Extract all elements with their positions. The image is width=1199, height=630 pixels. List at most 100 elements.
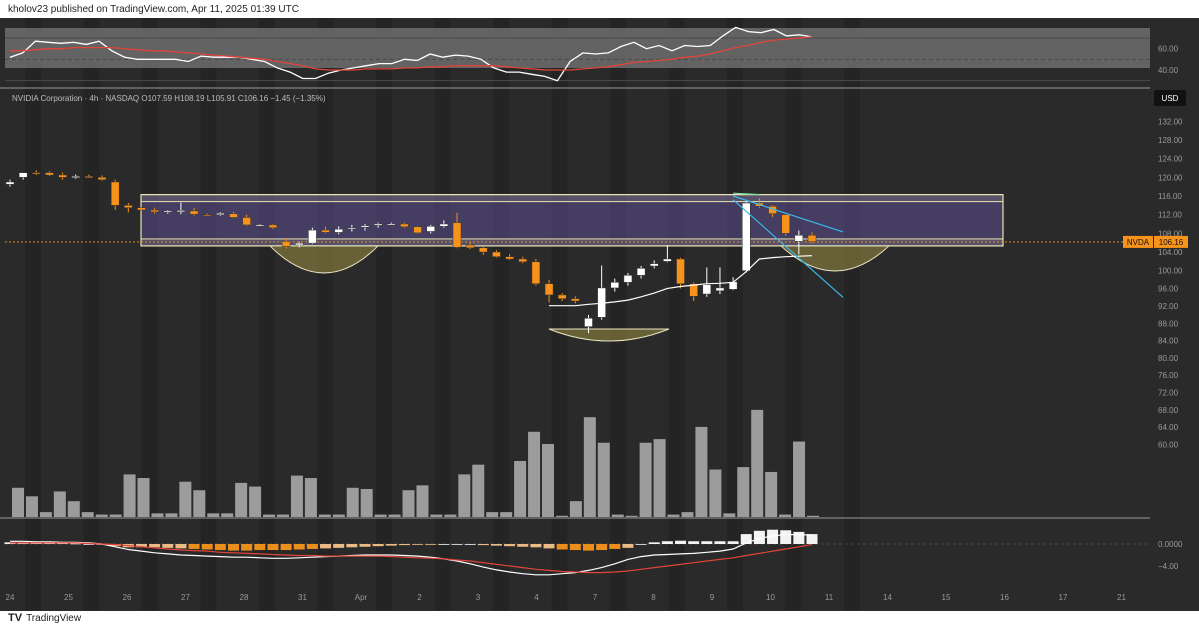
macd-panel <box>4 529 1150 576</box>
time-tick-label: 9 <box>710 593 715 602</box>
session-band <box>610 18 626 610</box>
candle-body <box>308 229 317 244</box>
session-band <box>551 18 568 610</box>
candle-body <box>281 241 291 247</box>
candle-body <box>689 283 698 297</box>
macd-histogram-bar <box>543 544 555 549</box>
macd-histogram-bar <box>780 530 792 544</box>
price-tick-label: 100.00 <box>1158 267 1183 276</box>
candle-body <box>387 223 396 226</box>
price-tick-label: 68.00 <box>1158 406 1179 415</box>
time-tick-label: 10 <box>766 593 775 602</box>
candle-body <box>124 205 133 208</box>
volume-bar <box>290 475 303 517</box>
rsi-tick-label: 40.00 <box>1158 66 1179 75</box>
macd-histogram-bar <box>753 530 765 544</box>
volume-bar <box>263 514 276 517</box>
macd-signal-line <box>10 542 813 574</box>
zone-bottom-strip <box>140 238 1004 247</box>
time-tick-label: 17 <box>1059 593 1068 602</box>
price-tick-label: 60.00 <box>1158 440 1179 449</box>
currency-badge[interactable]: USD <box>1154 90 1186 106</box>
session-band <box>493 18 509 610</box>
candle-body <box>794 234 804 242</box>
volume-bar <box>569 501 582 517</box>
time-tick-label: 24 <box>6 593 15 602</box>
candle-body <box>518 258 528 263</box>
price-tick-label: 80.00 <box>1158 354 1179 363</box>
candle-body <box>347 227 357 230</box>
candle-body <box>189 210 199 215</box>
price-tick-label: 104.00 <box>1158 248 1183 257</box>
candle-body <box>58 174 67 178</box>
candle-body <box>557 294 567 299</box>
volume-bar <box>277 514 289 517</box>
macd-histogram-bar <box>464 544 476 545</box>
volume-bar <box>751 409 764 517</box>
volume-bar <box>388 514 401 517</box>
candle-body <box>584 318 593 327</box>
volume-bar <box>318 514 331 517</box>
volume-bar <box>151 513 164 517</box>
time-tick-label: 4 <box>534 593 539 602</box>
volume-bar <box>639 442 652 517</box>
candle-body <box>742 202 751 271</box>
candle-body <box>531 261 541 284</box>
volume-bar <box>793 441 806 517</box>
macd-histogram-bar <box>398 544 410 546</box>
symbol-info: NVIDIA Corporation · 4h · NASDAQ O107.59… <box>12 94 326 103</box>
volume-bar <box>249 486 262 517</box>
price-panel <box>5 170 1150 517</box>
candle-body <box>400 223 409 228</box>
volume-bar <box>681 512 694 517</box>
volume-bar <box>53 491 66 517</box>
volume-bar <box>179 481 192 517</box>
macd-histogram-bar <box>333 544 345 548</box>
macd-histogram-bar <box>241 544 253 551</box>
session-band <box>259 18 275 610</box>
price-tick-label: 120.00 <box>1158 173 1183 182</box>
time-tick-label: 3 <box>476 593 481 602</box>
last-price-label: 106.16 <box>1159 238 1184 247</box>
session-band <box>83 18 100 610</box>
candle-body <box>321 229 330 233</box>
zone-top-strip <box>140 194 1004 203</box>
macd-histogram-bar <box>438 544 450 545</box>
candle-body <box>71 176 80 178</box>
volume-bar <box>779 514 792 517</box>
left-cup <box>268 245 380 274</box>
macd-histogram-bar <box>635 544 647 545</box>
macd-histogram-bar <box>385 544 397 546</box>
candle-body <box>807 234 817 242</box>
volume-bar <box>542 443 554 517</box>
volume-bar <box>723 513 736 517</box>
moving-average-line <box>549 255 813 307</box>
macd-histogram-bar <box>701 541 713 544</box>
price-tick-label: 124.00 <box>1158 155 1183 164</box>
candle-body <box>465 244 475 249</box>
upper-trendline <box>732 195 844 233</box>
volume-bar <box>109 514 122 517</box>
macd-histogram-bar <box>793 531 805 544</box>
price-tick-label: 84.00 <box>1158 337 1179 346</box>
candle-body <box>334 228 343 233</box>
footer: TV TradingView <box>8 612 81 624</box>
candle-body <box>439 223 449 227</box>
macd-histogram-bar <box>806 534 818 544</box>
candle-body <box>571 298 580 302</box>
volume-bar <box>514 461 527 517</box>
rsi-line <box>9 26 813 82</box>
volume-bar <box>709 469 722 517</box>
macd-histogram-bar <box>254 544 266 551</box>
candle-body <box>649 263 659 267</box>
macd-histogram-bar <box>609 544 621 549</box>
volume-bar <box>123 474 136 517</box>
session-band <box>317 18 334 610</box>
price-tick-label: 76.00 <box>1158 371 1179 380</box>
candle-body <box>5 181 15 185</box>
candle-body <box>623 275 633 283</box>
price-tick-label: 108.00 <box>1158 229 1183 238</box>
volume-bar <box>667 514 680 517</box>
rsi-tick-label: 60.00 <box>1158 45 1179 54</box>
price-tick-label: 112.00 <box>1158 211 1182 220</box>
